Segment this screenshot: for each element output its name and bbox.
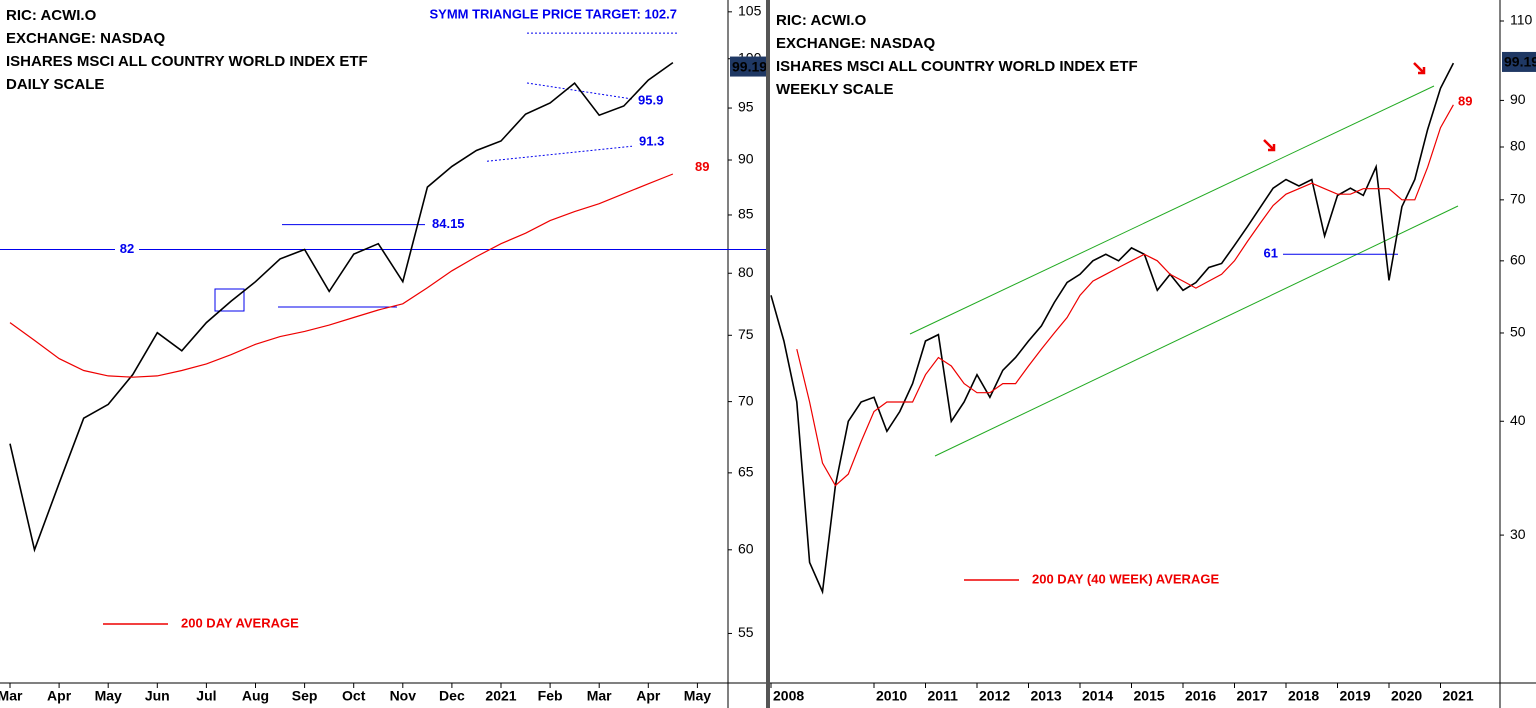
x-tick-label: Jul (196, 688, 216, 704)
x-tick-label: May (95, 688, 122, 704)
level-label: 61 (1264, 246, 1278, 261)
average-line (796, 104, 1454, 487)
last-price-box (1502, 51, 1536, 72)
triangle-lower (486, 145, 633, 162)
header-text: ISHARES MSCI ALL COUNTRY WORLD INDEX ETF (776, 58, 1138, 75)
triangle-label: 95.9 (638, 92, 663, 107)
header-text: ISHARES MSCI ALL COUNTRY WORLD INDEX ETF (6, 53, 368, 70)
y-tick-label: 80 (738, 264, 754, 280)
x-tick-label: Jun (145, 688, 170, 704)
y-tick-label: 70 (1510, 191, 1526, 207)
x-tick-label: 2021 (1443, 688, 1474, 704)
header-text: EXCHANGE: NASDAQ (776, 35, 936, 52)
panel-divider (766, 0, 770, 708)
x-tick-label: Nov (390, 688, 417, 704)
x-tick-label: Apr (636, 688, 661, 704)
y-tick-label: 60 (738, 541, 754, 557)
x-tick-label: Mar (587, 688, 612, 704)
target-label: SYMM TRIANGLE PRICE TARGET: 102.7 (429, 6, 677, 21)
average-line (9, 173, 674, 378)
header-text: WEEKLY SCALE (776, 81, 894, 98)
x-tick-label: Mar (0, 688, 23, 704)
y-tick-label: 65 (738, 464, 754, 480)
flag-box (214, 288, 245, 312)
level-label-bg (115, 241, 139, 258)
header-text: RIC: ACWI.O (776, 12, 867, 29)
y-tick-label: 40 (1510, 412, 1526, 428)
y-tick-label: 60 (1510, 252, 1526, 268)
x-tick-label: 2020 (1391, 688, 1422, 704)
y-tick-label: 50 (1510, 324, 1526, 340)
y-tick-label: 110 (1510, 12, 1533, 28)
y-tick-label: 30 (1510, 526, 1526, 542)
x-tick-label: 2017 (1237, 688, 1268, 704)
x-tick-label: 2015 (1134, 688, 1165, 704)
y-tick-label: 90 (1510, 91, 1526, 107)
last-price-label: 99.19 (732, 58, 767, 74)
x-tick-label: 2010 (876, 688, 907, 704)
price-line (9, 61, 674, 553)
x-tick-label: Dec (439, 688, 465, 704)
x-tick-label: 2019 (1340, 688, 1371, 704)
arrow (1413, 62, 1426, 75)
channel-lower (934, 205, 1459, 457)
last-price-box (730, 56, 766, 77)
average-label: 89 (695, 159, 709, 174)
channel-upper (909, 85, 1435, 335)
triangle-upper (526, 82, 633, 100)
weekly-panel: RIC: ACWI.O EXCHANGE: NASDAQ ISHARES MSCI … (770, 0, 1536, 708)
x-tick-label: Aug (242, 688, 269, 704)
header-text: DAILY SCALE (6, 76, 104, 93)
average-label: 89 (1458, 93, 1472, 108)
legend-label: 200 DAY (40 WEEK) AVERAGE (1032, 571, 1219, 586)
legend-label: 200 DAY AVERAGE (181, 615, 299, 630)
x-tick-label: Sep (292, 688, 318, 704)
x-tick-label: 2011 (928, 688, 959, 704)
y-tick-label: 90 (738, 151, 754, 167)
last-price-label: 99.19 (1504, 54, 1536, 70)
arrow (1263, 139, 1276, 152)
triangle-label: 91.3 (639, 134, 664, 149)
y-tick-label: 95 (738, 99, 754, 115)
x-tick-label: 2012 (979, 688, 1010, 704)
level-label: 82 (120, 241, 134, 256)
header-text: EXCHANGE: NASDAQ (6, 30, 166, 47)
level-label: 84.15 (432, 216, 465, 231)
daily-panel: RIC: ACWI.O EXCHANGE: NASDAQ ISHARES MSCI … (0, 0, 767, 708)
y-tick-label: 105 (738, 3, 762, 19)
x-tick-label: Feb (538, 688, 563, 704)
y-tick-label: 70 (738, 392, 754, 408)
x-tick-label: 2013 (1031, 688, 1062, 704)
header-text: RIC: ACWI.O (6, 7, 97, 24)
y-tick-label: 55 (738, 624, 754, 640)
y-tick-label: 75 (738, 326, 754, 342)
x-tick-label: 2014 (1082, 688, 1113, 704)
x-tick-label: May (684, 688, 711, 704)
y-tick-label: 80 (1510, 138, 1526, 154)
x-tick-label: 2016 (1185, 688, 1216, 704)
x-tick-label: 2018 (1288, 688, 1319, 704)
x-tick-label: 2021 (485, 688, 516, 704)
y-tick-label: 85 (738, 206, 754, 222)
x-tick-label: Oct (342, 688, 366, 704)
x-tick-label: Apr (47, 688, 72, 704)
x-tick-label: 2008 (773, 688, 804, 704)
